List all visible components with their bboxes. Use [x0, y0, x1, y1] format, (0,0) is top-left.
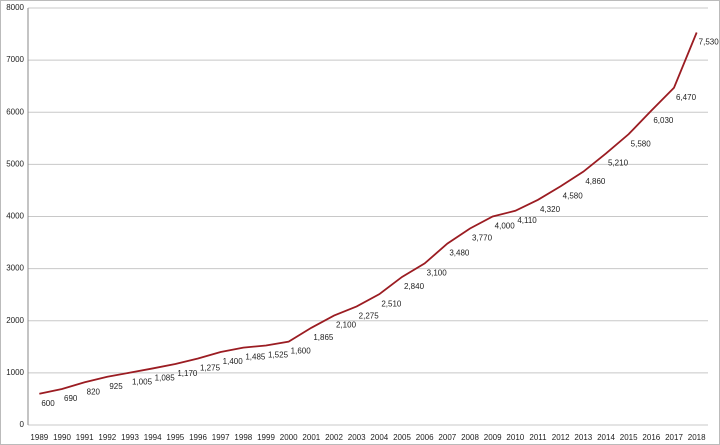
x-tick-label: 2004	[370, 433, 388, 442]
x-tick-label: 2002	[325, 433, 343, 442]
x-tick-label: 2000	[280, 433, 298, 442]
data-label: 2,510	[381, 299, 402, 308]
x-tick-label: 2013	[574, 433, 592, 442]
data-label: 5,580	[631, 139, 652, 148]
x-tick-label: 2015	[620, 433, 638, 442]
data-label: 3,100	[427, 269, 448, 278]
x-tick-label: 2003	[348, 433, 366, 442]
data-label: 1,865	[313, 333, 334, 342]
x-tick-label: 1992	[98, 433, 116, 442]
data-label: 7,530	[699, 38, 720, 47]
y-tick-label: 6000	[6, 107, 24, 116]
data-label: 4,320	[540, 205, 561, 214]
x-tick-label: 2009	[484, 433, 502, 442]
y-tick-label: 2000	[6, 316, 24, 325]
y-tick-label: 4000	[6, 212, 24, 221]
data-label: 4,000	[495, 222, 516, 231]
x-tick-label: 2012	[552, 433, 570, 442]
x-tick-label: 1991	[76, 433, 94, 442]
data-label: 3,770	[472, 234, 493, 243]
x-tick-label: 2010	[506, 433, 524, 442]
data-label: 1,485	[245, 353, 266, 362]
x-tick-label: 2001	[302, 433, 320, 442]
x-tick-label: 2006	[416, 433, 434, 442]
data-label: 1,525	[268, 351, 289, 360]
data-label: 1,005	[132, 378, 153, 387]
data-label: 690	[64, 394, 78, 403]
y-tick-label: 1000	[6, 368, 24, 377]
x-tick-label: 2017	[665, 433, 683, 442]
data-label: 1,170	[177, 369, 198, 378]
x-tick-label: 2016	[642, 433, 660, 442]
data-label: 1,085	[155, 374, 176, 383]
x-tick-label: 1999	[257, 433, 275, 442]
y-tick-label: 5000	[6, 159, 24, 168]
data-label: 3,480	[449, 249, 470, 258]
data-label: 1,400	[223, 357, 244, 366]
x-tick-label: 2014	[597, 433, 615, 442]
x-tick-label: 1990	[53, 433, 71, 442]
data-label: 4,580	[563, 191, 584, 200]
x-tick-label: 1996	[189, 433, 207, 442]
line	[39, 32, 698, 395]
data-label: 4,860	[585, 177, 606, 186]
data-label: 600	[41, 399, 55, 408]
x-tick-label: 1998	[234, 433, 252, 442]
data-label: 820	[87, 387, 101, 396]
x-tick-label: 2018	[688, 433, 706, 442]
y-tick-label: 3000	[6, 264, 24, 273]
x-tick-label: 2011	[529, 433, 547, 442]
data-label: 1,275	[200, 364, 221, 373]
x-tick-label: 1993	[121, 433, 139, 442]
x-tick-label: 2007	[438, 433, 456, 442]
y-tick-label: 7000	[6, 55, 24, 64]
data-label: 2,100	[336, 321, 357, 330]
data-label: 6,470	[676, 93, 697, 102]
y-tick-label: 0	[20, 420, 25, 429]
data-label: 2,840	[404, 282, 425, 291]
y-tick-label: 8000	[6, 3, 24, 12]
x-tick-label: 1989	[30, 433, 48, 442]
x-tick-label: 1997	[212, 433, 230, 442]
x-tick-label: 2005	[393, 433, 411, 442]
x-tick-label: 2008	[461, 433, 479, 442]
x-tick-label: 1994	[144, 433, 162, 442]
x-tick-label: 1995	[166, 433, 184, 442]
data-label: 925	[109, 382, 123, 391]
data-label: 5,210	[608, 159, 629, 168]
data-label: 6,030	[653, 116, 674, 125]
data-label: 1,600	[291, 347, 312, 356]
data-label: 4,110	[517, 216, 537, 225]
data-label: 2,275	[359, 312, 380, 321]
